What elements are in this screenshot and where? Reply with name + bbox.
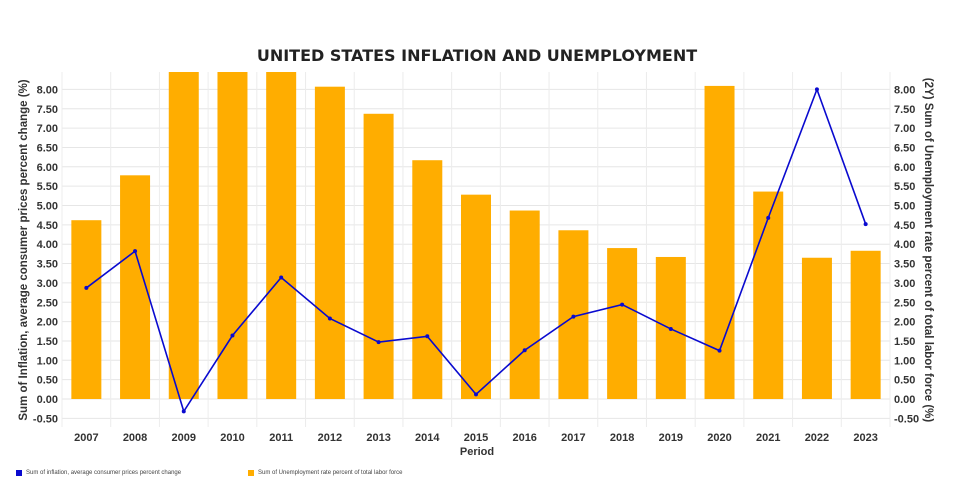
legend-swatch-unemployment [248, 470, 254, 476]
y-tick-label-right: 6.50 [894, 142, 915, 154]
y-tick-label-right: 2.00 [894, 317, 915, 329]
y-tick-label-left: 3.00 [37, 278, 58, 290]
bar-unemployment-2018 [607, 248, 638, 399]
bar-unemployment-2009 [168, 72, 199, 400]
bar-unemployment-2012 [314, 86, 345, 399]
axis-layer: -0.50 -0.50 0.00 0.00 0.50 0.50 1.00 1.00 1.50 1.… [18, 78, 934, 458]
legend-label-inflation: Sum of inflation, average consumer price… [26, 470, 182, 476]
x-tick-label: 2008 [123, 432, 147, 444]
y-tick-label-right: 4.50 [894, 220, 915, 232]
y-tick-label-left: 1.00 [37, 355, 58, 367]
x-tick-label: 2023 [853, 432, 877, 444]
y-tick-label-left: 2.00 [37, 317, 58, 329]
y-tick-label-right: 0.00 [894, 394, 915, 406]
legend-swatch-inflation [16, 470, 22, 476]
point-inflation-2016 [522, 348, 527, 353]
x-axis-title: Period [460, 446, 494, 458]
bar-unemployment-2023 [850, 250, 881, 399]
y-tick-label-left: 6.50 [37, 142, 58, 154]
y-tick-label-right: 0.50 [894, 375, 915, 387]
y-tick-label-right: 3.00 [894, 278, 915, 290]
legend-label-unemployment: Sum of Unemployment rate percent of tota… [258, 470, 403, 476]
line-layer [84, 87, 868, 414]
point-inflation-2013 [376, 340, 381, 345]
point-inflation-2011 [279, 275, 284, 280]
y-axis-title-left: Sum of Inflation, average consumer price… [18, 79, 30, 420]
x-tick-label: 2012 [318, 432, 342, 444]
point-inflation-2021 [766, 215, 771, 220]
y-tick-label-right: 5.00 [894, 201, 915, 213]
y-tick-label-left: 3.50 [37, 259, 58, 271]
y-tick-label-left: 5.50 [37, 181, 58, 193]
y-tick-label-left: 5.00 [37, 201, 58, 213]
point-inflation-2012 [327, 316, 332, 321]
point-inflation-2010 [230, 333, 235, 338]
bar-unemployment-2021 [753, 191, 784, 399]
point-inflation-2015 [474, 392, 478, 397]
bar-unemployment-2016 [509, 210, 540, 399]
y-tick-label-left: 7.50 [37, 104, 58, 116]
y-tick-label-right: 6.00 [894, 162, 915, 174]
y-tick-label-right: 7.50 [894, 104, 915, 116]
x-tick-label: 2010 [220, 432, 244, 444]
y-tick-label-left: 1.50 [37, 336, 58, 348]
point-inflation-2020 [717, 348, 722, 353]
y-tick-label-left: 0.00 [37, 394, 58, 406]
legend-item-inflation[interactable]: Sum of inflation, average consumer price… [16, 470, 181, 476]
y-tick-label-right: 8.00 [894, 84, 915, 96]
x-tick-label: 2021 [756, 432, 780, 444]
point-inflation-2019 [668, 326, 673, 331]
point-inflation-2017 [571, 314, 576, 319]
x-tick-label: 2009 [172, 432, 196, 444]
y-axis-title-right: (2Y) Sum of Unemployment rate percent of… [922, 78, 934, 423]
y-tick-label-left: 7.00 [37, 123, 58, 135]
y-tick-label-right: 1.50 [894, 336, 915, 348]
y-tick-label-left: 8.00 [37, 84, 58, 96]
bar-unemployment-2008 [120, 175, 151, 399]
y-tick-label-right: -0.50 [894, 413, 919, 425]
point-inflation-2014 [425, 334, 430, 339]
x-tick-label: 2016 [512, 432, 536, 444]
y-tick-label-left: 2.50 [37, 297, 58, 309]
x-tick-label: 2019 [659, 432, 683, 444]
x-tick-label: 2018 [610, 432, 634, 444]
y-tick-label-right: 5.50 [894, 181, 915, 193]
y-tick-label-right: 2.50 [894, 297, 915, 309]
point-inflation-2023 [863, 222, 868, 227]
y-tick-label-right: 7.00 [894, 123, 915, 135]
point-inflation-2022 [814, 87, 819, 92]
y-tick-label-left: 4.00 [37, 239, 58, 251]
y-tick-label-left: 0.50 [37, 375, 58, 387]
x-tick-label: 2014 [415, 432, 440, 444]
x-tick-label: 2011 [269, 432, 293, 444]
x-tick-label: 2015 [464, 432, 488, 444]
y-tick-label-left: 4.50 [37, 220, 58, 232]
bar-unemployment-2007 [71, 220, 102, 399]
bar-unemployment-2014 [412, 160, 443, 399]
x-tick-label: 2022 [805, 432, 829, 444]
point-inflation-2018 [620, 302, 625, 307]
bar-unemployment-2022 [801, 257, 832, 399]
x-tick-label: 2007 [74, 432, 98, 444]
chart-title: UNITED STATES INFLATION AND UNEMPLOYMENT [256, 46, 698, 65]
y-tick-label-right: 1.00 [894, 355, 915, 367]
point-inflation-2009 [181, 409, 186, 414]
bar-layer [71, 72, 881, 400]
x-tick-label: 2020 [707, 432, 731, 444]
legend-item-unemployment[interactable]: Sum of Unemployment rate percent of tota… [248, 470, 402, 476]
x-tick-label: 2013 [366, 432, 390, 444]
y-tick-label-left: -0.50 [33, 413, 58, 425]
bar-unemployment-2010 [217, 72, 248, 399]
bar-unemployment-2015 [461, 194, 491, 399]
x-tick-label: 2017 [561, 432, 585, 444]
y-tick-label-left: 6.00 [37, 162, 58, 174]
y-tick-label-right: 4.00 [894, 239, 915, 251]
bar-unemployment-2013 [363, 113, 394, 399]
y-tick-label-right: 3.50 [894, 259, 915, 271]
point-inflation-2008 [133, 249, 138, 254]
point-inflation-2007 [84, 285, 89, 290]
bar-unemployment-2011 [266, 72, 297, 399]
